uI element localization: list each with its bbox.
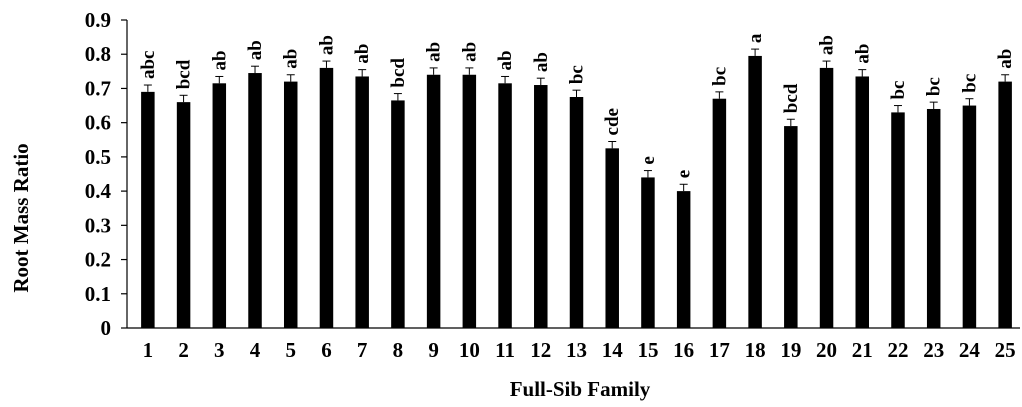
x-tick-label-10: 10 <box>459 338 480 362</box>
y-tick-label: 0.9 <box>85 8 111 32</box>
bars <box>141 48 1012 329</box>
y-tick-label: 0.2 <box>85 248 111 272</box>
significance-label-2: bcd <box>174 59 195 89</box>
y-axis: 0 0.1 0.2 0.3 0.4 0.5 0.6 0.7 0.8 0.9 <box>85 8 128 340</box>
bar-23 <box>926 108 941 328</box>
x-tick-label-3: 3 <box>214 338 225 362</box>
x-tick-label-15: 15 <box>637 338 658 362</box>
bar-12 <box>534 85 548 329</box>
x-tick-label-2: 2 <box>178 338 189 362</box>
bar-16 <box>676 191 691 328</box>
y-tick-label: 0 <box>101 316 112 340</box>
bar-15 <box>641 177 655 328</box>
x-tick-label-21: 21 <box>852 338 873 362</box>
x-tick-label-25: 25 <box>995 338 1016 362</box>
y-tick-label: 0.5 <box>85 145 111 169</box>
bar-7 <box>355 76 369 328</box>
significance-label-20: ab <box>817 35 838 55</box>
bar-8 <box>391 100 405 328</box>
significance-label-5: ab <box>281 49 302 69</box>
bar-3 <box>212 83 227 328</box>
bar-18 <box>748 55 762 328</box>
x-tick-label-1: 1 <box>143 338 154 362</box>
significance-label-13: bc <box>567 65 588 84</box>
x-tick-label-5: 5 <box>285 338 296 362</box>
significance-label-14: cde <box>602 108 623 135</box>
bar-21 <box>855 76 870 328</box>
significance-label-24: bc <box>959 74 980 93</box>
x-tick-label-23: 23 <box>923 338 944 362</box>
significance-label-12: ab <box>531 52 552 72</box>
significance-label-16: e <box>674 170 695 178</box>
x-tick-label-4: 4 <box>250 338 261 362</box>
x-tick-label-13: 13 <box>566 338 587 362</box>
bar-11 <box>498 83 512 328</box>
x-tick-label-18: 18 <box>745 338 766 362</box>
y-tick-label: 0.8 <box>85 42 111 66</box>
significance-label-9: ab <box>424 42 445 62</box>
bar-2 <box>176 102 191 328</box>
bar-6 <box>319 67 334 329</box>
y-tick-label: 0.4 <box>85 179 112 203</box>
x-axis-title: Full-Sib Family <box>510 377 651 401</box>
y-tick-label: 0.7 <box>85 76 111 100</box>
y-axis-title: Root Mass Ratio <box>9 143 33 292</box>
bar-25 <box>998 81 1012 328</box>
x-tick-label-12: 12 <box>530 338 551 362</box>
x-tick-label-11: 11 <box>495 338 515 362</box>
x-tick-label-14: 14 <box>602 338 624 362</box>
y-tick-label: 0.1 <box>85 282 111 306</box>
x-tick-label-9: 9 <box>428 338 439 362</box>
x-tick-label-16: 16 <box>673 338 694 362</box>
bar-13 <box>569 97 584 328</box>
bar-14 <box>605 148 619 328</box>
x-tick-label-6: 6 <box>321 338 332 362</box>
y-tick-label: 0.6 <box>85 111 111 135</box>
significance-label-8: bcd <box>388 58 409 88</box>
bar-24 <box>962 105 977 328</box>
x-tick-label-8: 8 <box>393 338 404 362</box>
bar-17 <box>712 98 727 328</box>
bar-5 <box>283 81 298 328</box>
significance-label-22: bc <box>888 81 909 100</box>
significance-label-7: ab <box>352 44 373 64</box>
bar-20 <box>819 67 834 329</box>
significance-label-15: e <box>638 156 659 164</box>
bar-19 <box>784 126 798 328</box>
x-tick-label-7: 7 <box>357 338 368 362</box>
significance-label-1: abc <box>138 51 159 80</box>
bar-22 <box>891 112 905 329</box>
significance-label-18: a <box>745 33 766 43</box>
significance-label-21: ab <box>852 44 873 64</box>
significance-label-19: bcd <box>781 83 802 113</box>
significance-label-23: bc <box>924 77 945 96</box>
significance-label-6: ab <box>316 35 337 55</box>
bar-10 <box>462 74 477 328</box>
significance-label-3: ab <box>209 50 230 70</box>
y-tick-label: 0.3 <box>85 213 111 237</box>
x-tick-label-19: 19 <box>780 338 801 362</box>
x-tick-label-17: 17 <box>709 338 730 362</box>
x-tick-label-22: 22 <box>887 338 908 362</box>
x-tick-label-20: 20 <box>816 338 837 362</box>
x-axis: 1 2 3 4 5 6 7 8 9 10 11 12 13 14 15 16 17 18 19 20 21 22 23 24 2… <box>127 327 1020 362</box>
significance-label-11: ab <box>495 50 516 70</box>
bar-4 <box>248 73 262 329</box>
significance-label-4: ab <box>245 40 266 60</box>
x-tick-label-24: 24 <box>959 338 981 362</box>
bar-1 <box>141 91 155 328</box>
significance-label-10: ab <box>459 42 480 62</box>
bar-9 <box>426 74 441 328</box>
significance-label-17: bc <box>709 67 730 86</box>
significance-label-25: ab <box>995 49 1016 69</box>
